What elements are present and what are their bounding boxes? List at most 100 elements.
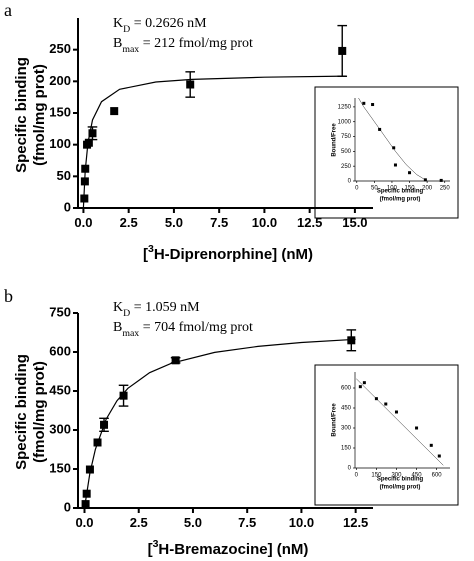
- data-point: [110, 107, 119, 116]
- data-point: [100, 420, 109, 429]
- data-point: [415, 426, 419, 430]
- x-tick-label: 5.0: [165, 215, 183, 230]
- x-tick-label: 100: [387, 185, 398, 191]
- y-tick-label: 450: [49, 382, 71, 397]
- text-part: = 704 fmol/mg prot: [139, 320, 253, 335]
- annotation: Bmax = 704 fmol/mg prot: [113, 320, 253, 339]
- y-tick-label: 750: [341, 134, 352, 140]
- text-part: D: [123, 24, 130, 35]
- data-point: [80, 177, 89, 186]
- y-tick-label: 1250: [338, 104, 352, 110]
- data-point: [81, 164, 90, 173]
- annotation: KD = 0.2626 nM: [113, 16, 207, 35]
- text-part: D: [123, 308, 130, 319]
- data-point: [93, 438, 102, 447]
- text-part: H-Bremazocine] (nM): [158, 541, 308, 558]
- text-part: [: [143, 246, 148, 263]
- y-tick-label: 300: [49, 421, 71, 436]
- y-tick-label: 50: [57, 168, 71, 183]
- x-axis-label: (fmol/mg prot): [380, 485, 421, 491]
- annotation: KD = 1.059 nM: [113, 300, 200, 319]
- x-tick-label: 0.0: [74, 215, 92, 230]
- data-point: [393, 163, 397, 167]
- data-point: [80, 194, 89, 203]
- y-axis-label: Specific binding: [13, 57, 30, 173]
- y-tick-label: 0: [64, 499, 71, 514]
- y-axis-label: Bound/Free: [332, 123, 338, 157]
- x-tick-label: 12.5: [297, 215, 322, 230]
- x-axis-label: Specific binding: [377, 189, 424, 195]
- data-point: [408, 171, 412, 175]
- data-point: [429, 443, 433, 447]
- y-axis-label: (fmol/mg prot): [31, 64, 48, 166]
- x-tick-label: 10.0: [289, 515, 314, 530]
- x-tick-label: 150: [371, 472, 382, 478]
- x-tick-label: 7.5: [210, 215, 228, 230]
- text-part: max: [122, 44, 139, 55]
- data-point: [358, 385, 362, 389]
- data-point: [362, 101, 366, 105]
- data-point: [392, 146, 396, 150]
- y-tick-label: 100: [49, 136, 71, 151]
- text-part: B: [113, 36, 122, 51]
- y-axis-label: Specific binding: [13, 354, 30, 470]
- data-point: [82, 489, 91, 498]
- x-axis-label: [3H-Diprenorphine] (nM): [143, 243, 313, 263]
- data-point: [119, 391, 128, 400]
- data-point: [171, 356, 180, 365]
- data-point: [371, 103, 375, 107]
- text-part: = 0.2626 nM: [130, 16, 207, 31]
- text-part: max: [122, 328, 139, 339]
- inset-frame: [314, 86, 459, 219]
- x-tick-label: 0.0: [75, 515, 93, 530]
- y-tick-label: 200: [49, 73, 71, 88]
- x-tick-label: 150: [405, 185, 416, 191]
- data-point: [378, 127, 382, 131]
- data-point: [85, 465, 94, 474]
- x-tick-label: 0: [355, 185, 359, 191]
- x-axis-label: Specific binding: [377, 477, 424, 483]
- fit-curve: [358, 97, 428, 182]
- text-part: 3: [148, 243, 154, 255]
- text-part: K: [113, 300, 123, 315]
- y-axis-label: Bound/Free: [332, 403, 338, 437]
- x-tick-label: 250: [440, 185, 451, 191]
- x-tick-label: 2.5: [130, 515, 148, 530]
- data-point: [338, 46, 347, 55]
- x-tick-label: 10.0: [252, 215, 277, 230]
- y-axis-label: (fmol/mg prot): [31, 361, 48, 463]
- x-tick-label: 7.5: [238, 515, 256, 530]
- inset-frame: [314, 364, 459, 506]
- x-tick-label: 15.0: [342, 215, 367, 230]
- y-tick-label: 600: [49, 343, 71, 358]
- y-tick-label: 0: [348, 466, 352, 472]
- y-tick-label: 300: [341, 426, 352, 432]
- x-tick-label: 450: [412, 472, 423, 478]
- data-point: [84, 138, 93, 147]
- y-tick-label: 600: [341, 386, 352, 392]
- data-point: [384, 402, 388, 406]
- y-tick-label: 0: [348, 179, 352, 185]
- y-tick-label: 450: [341, 406, 352, 412]
- data-point: [88, 129, 97, 138]
- text-part: K: [113, 16, 123, 31]
- text-part: = 1.059 nM: [130, 300, 200, 315]
- x-tick-label: 5.0: [184, 515, 202, 530]
- fit-curve: [356, 378, 444, 466]
- data-point: [439, 178, 443, 182]
- annotation: Bmax = 212 fmol/mg prot: [113, 36, 253, 55]
- x-tick-label: 200: [422, 185, 433, 191]
- x-tick-label: 12.5: [343, 515, 368, 530]
- fit-curve: [83, 338, 356, 509]
- text-part: 3: [153, 538, 159, 550]
- data-point: [374, 397, 378, 401]
- y-tick-label: 0: [64, 199, 71, 214]
- text-part: [: [148, 541, 153, 558]
- x-tick-label: 300: [391, 472, 402, 478]
- panel-label: b: [4, 286, 13, 306]
- x-tick-label: 50: [371, 185, 378, 191]
- x-tick-label: 0: [355, 472, 359, 478]
- x-tick-label: 600: [432, 472, 443, 478]
